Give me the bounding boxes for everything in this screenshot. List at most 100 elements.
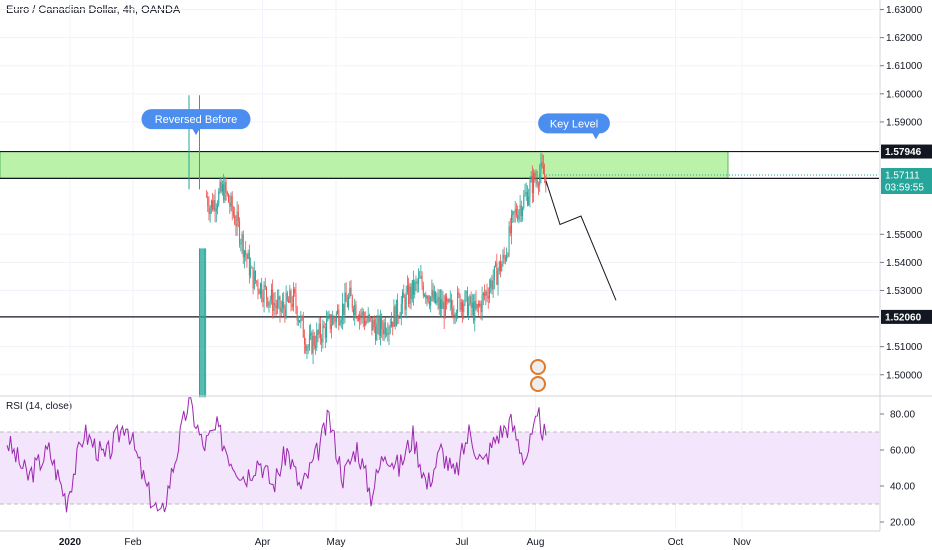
- candle-body: [307, 346, 309, 348]
- candle-body: [230, 196, 232, 207]
- candle-body: [443, 301, 445, 319]
- candle-body: [278, 296, 280, 300]
- event-icon[interactable]: [530, 376, 546, 392]
- candle-body: [259, 283, 261, 295]
- candle-body: [231, 196, 233, 211]
- candle-body: [481, 295, 483, 313]
- candle-body: [397, 299, 399, 318]
- candle-body: [488, 288, 490, 299]
- candle-body: [430, 296, 432, 306]
- price-tick-label: 1.55000: [886, 230, 923, 241]
- candle-body: [400, 303, 402, 318]
- candle-body: [411, 279, 413, 300]
- candle-body: [531, 175, 533, 194]
- candle-body: [428, 301, 430, 306]
- time-tick-label: May: [327, 537, 346, 548]
- candle-body: [524, 194, 526, 196]
- candle-body: [299, 320, 301, 323]
- candle-body: [210, 200, 212, 209]
- candle-body: [225, 181, 227, 193]
- candle-body: [484, 293, 486, 296]
- candle-body: [226, 192, 228, 195]
- candle-body: [379, 317, 381, 336]
- candle-body: [470, 296, 472, 308]
- candle-body: [371, 317, 373, 331]
- candle-body: [267, 297, 269, 306]
- callout-bubble: [141, 109, 251, 130]
- candle-body: [387, 333, 389, 335]
- candle-body: [446, 296, 448, 303]
- callout-0[interactable]: Reversed Before: [141, 109, 251, 136]
- candle-body: [493, 266, 495, 280]
- candle-body: [449, 299, 451, 302]
- candle-body: [530, 175, 532, 182]
- candle-body: [219, 181, 221, 192]
- candle-body: [214, 200, 216, 212]
- candle-body: [235, 223, 237, 227]
- candle-body: [444, 296, 446, 319]
- candle-body: [345, 292, 347, 302]
- candle-body: [229, 202, 231, 207]
- projection-path: [545, 180, 617, 301]
- candle-body: [517, 215, 519, 220]
- candle-body: [279, 296, 281, 312]
- candle-body: [437, 296, 439, 300]
- candle-body: [453, 314, 455, 317]
- candle-body: [386, 333, 388, 335]
- candle-body: [405, 292, 407, 310]
- candle-body: [208, 206, 210, 214]
- time-tick-label: Oct: [668, 537, 684, 548]
- candle-body: [261, 283, 263, 298]
- callout-text: Reversed Before: [155, 114, 238, 126]
- candle-body: [321, 338, 323, 343]
- candle-body: [288, 299, 290, 303]
- candle-body: [312, 335, 314, 354]
- countdown-label: 03:59:55: [885, 182, 924, 193]
- price-tick-label: 1.59000: [886, 117, 923, 128]
- candle-body: [339, 323, 341, 326]
- event-icon[interactable]: [530, 359, 546, 375]
- candle-body: [237, 211, 239, 221]
- callout-pointer: [192, 128, 200, 136]
- candle-body: [507, 254, 509, 256]
- candle-body: [241, 234, 243, 244]
- candle-body: [473, 302, 475, 321]
- candle-body: [353, 308, 354, 316]
- candle-body: [426, 295, 428, 299]
- candle-body: [452, 308, 454, 317]
- callout-1[interactable]: Key Level: [538, 113, 610, 140]
- candle-body: [258, 290, 260, 295]
- rsi-tick-label: 20.00: [890, 518, 915, 529]
- candle-body: [504, 257, 506, 261]
- candle-body: [306, 347, 308, 351]
- candle-body: [417, 277, 419, 284]
- candle-body: [382, 329, 384, 335]
- candle-body: [245, 250, 247, 255]
- candle-body: [506, 254, 508, 261]
- candle-body: [408, 285, 410, 304]
- candle-body: [509, 226, 511, 234]
- candle-body: [513, 211, 515, 213]
- candle-body: [436, 299, 438, 304]
- candle-body: [360, 314, 362, 316]
- candle-body: [427, 295, 429, 302]
- candle-body: [393, 306, 395, 327]
- current-price-badge: [881, 167, 932, 194]
- rsi-tick-label: 80.00: [890, 410, 915, 421]
- candle-body: [220, 181, 222, 192]
- candle-body: [308, 335, 310, 347]
- candle-body: [304, 337, 305, 345]
- candle-body: [375, 326, 377, 341]
- candle-body: [311, 332, 313, 354]
- candle-body: [498, 261, 500, 272]
- candle-body: [497, 271, 499, 285]
- candle-body: [529, 181, 531, 197]
- candle-body: [335, 313, 337, 322]
- candle-body: [365, 320, 367, 326]
- candle-body: [285, 292, 287, 318]
- candle-body: [414, 281, 416, 295]
- candle-body: [337, 309, 339, 314]
- candle-body: [257, 282, 259, 291]
- candle-body: [318, 323, 320, 335]
